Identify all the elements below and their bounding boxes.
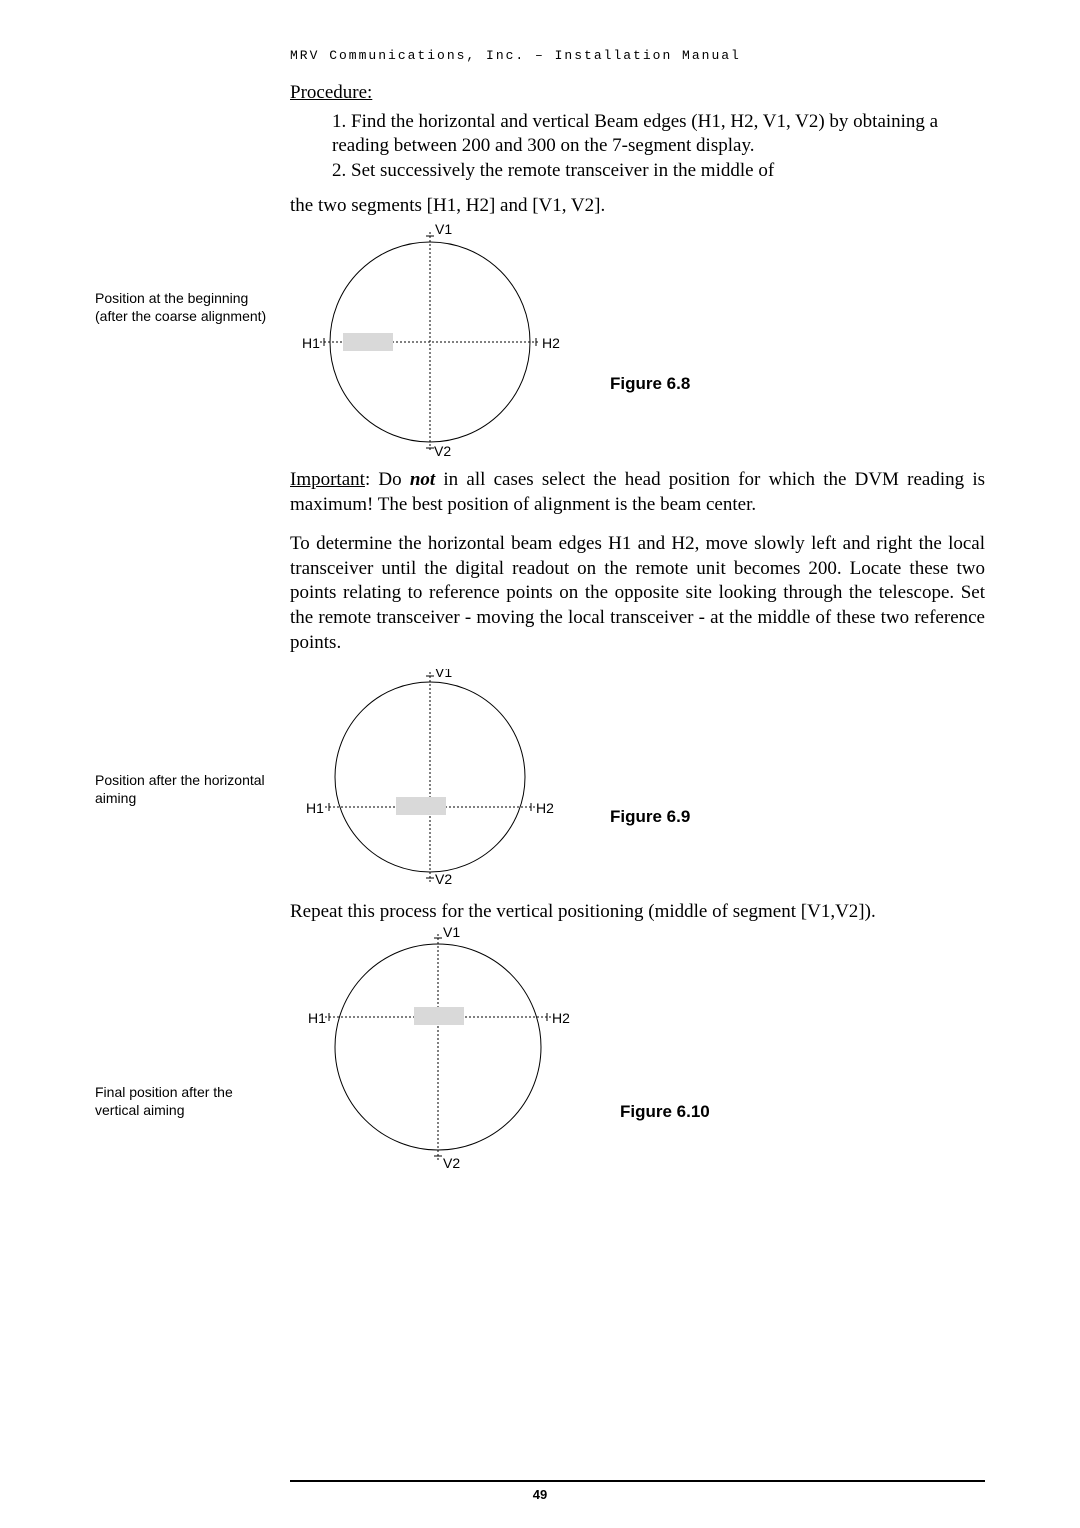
figure-6-8: V1 V2 H1 H2 Figure 6.8 bbox=[290, 224, 985, 460]
figure-label-6-9: Figure 6.9 bbox=[610, 807, 690, 827]
axis-label-v2: V2 bbox=[435, 871, 452, 884]
side-note-beginning: Position at the beginning (after the coa… bbox=[95, 290, 275, 325]
axis-label-h1: H1 bbox=[308, 1010, 326, 1026]
axis-label-h2: H2 bbox=[542, 335, 560, 351]
figure-label-6-10: Figure 6.10 bbox=[620, 1102, 710, 1122]
axis-label-h1: H1 bbox=[306, 800, 324, 816]
axis-label-h2: H2 bbox=[536, 800, 554, 816]
axis-label-v1: V1 bbox=[435, 669, 452, 680]
procedure-step-1: 1. Find the horizontal and vertical Beam… bbox=[332, 110, 985, 159]
figure-6-9: V1 V2 H1 H2 Figure 6.9 bbox=[290, 669, 985, 884]
page-number: 49 bbox=[533, 1487, 547, 1502]
side-note-final: Final position after the vertical aiming bbox=[95, 1084, 275, 1119]
figure-label-6-8: Figure 6.8 bbox=[610, 374, 690, 394]
axis-label-v2: V2 bbox=[443, 1155, 460, 1171]
axis-label-h2: H2 bbox=[552, 1010, 570, 1026]
footer-divider bbox=[290, 1480, 985, 1482]
not-word: not bbox=[410, 469, 435, 490]
paragraph-repeat-vertical: Repeat this process for the vertical pos… bbox=[290, 900, 985, 925]
procedure-step-2b: the two segments [H1, H2] and [V1, V2]. bbox=[290, 194, 985, 219]
important-label: Important bbox=[290, 469, 365, 490]
axis-label-v1: V1 bbox=[443, 927, 460, 940]
figure-6-10: V1 V2 H1 H2 Figure 6.10 bbox=[290, 927, 985, 1172]
axis-label-h1: H1 bbox=[302, 335, 320, 351]
page-header: MRV Communications, Inc. – Installation … bbox=[290, 48, 985, 63]
axis-label-v1: V1 bbox=[435, 224, 452, 237]
procedure-step-2a: 2. Set successively the remote transceiv… bbox=[332, 159, 985, 184]
axis-label-v2: V2 bbox=[434, 443, 451, 459]
paragraph-horizontal-edges: To determine the horizontal beam edges H… bbox=[290, 532, 985, 655]
important-text-a: : Do bbox=[365, 469, 410, 490]
side-note-horizontal: Position after the horizontal aiming bbox=[95, 772, 275, 807]
important-paragraph: Important: Do not in all cases select th… bbox=[290, 468, 985, 517]
procedure-heading: Procedure: bbox=[290, 81, 985, 106]
